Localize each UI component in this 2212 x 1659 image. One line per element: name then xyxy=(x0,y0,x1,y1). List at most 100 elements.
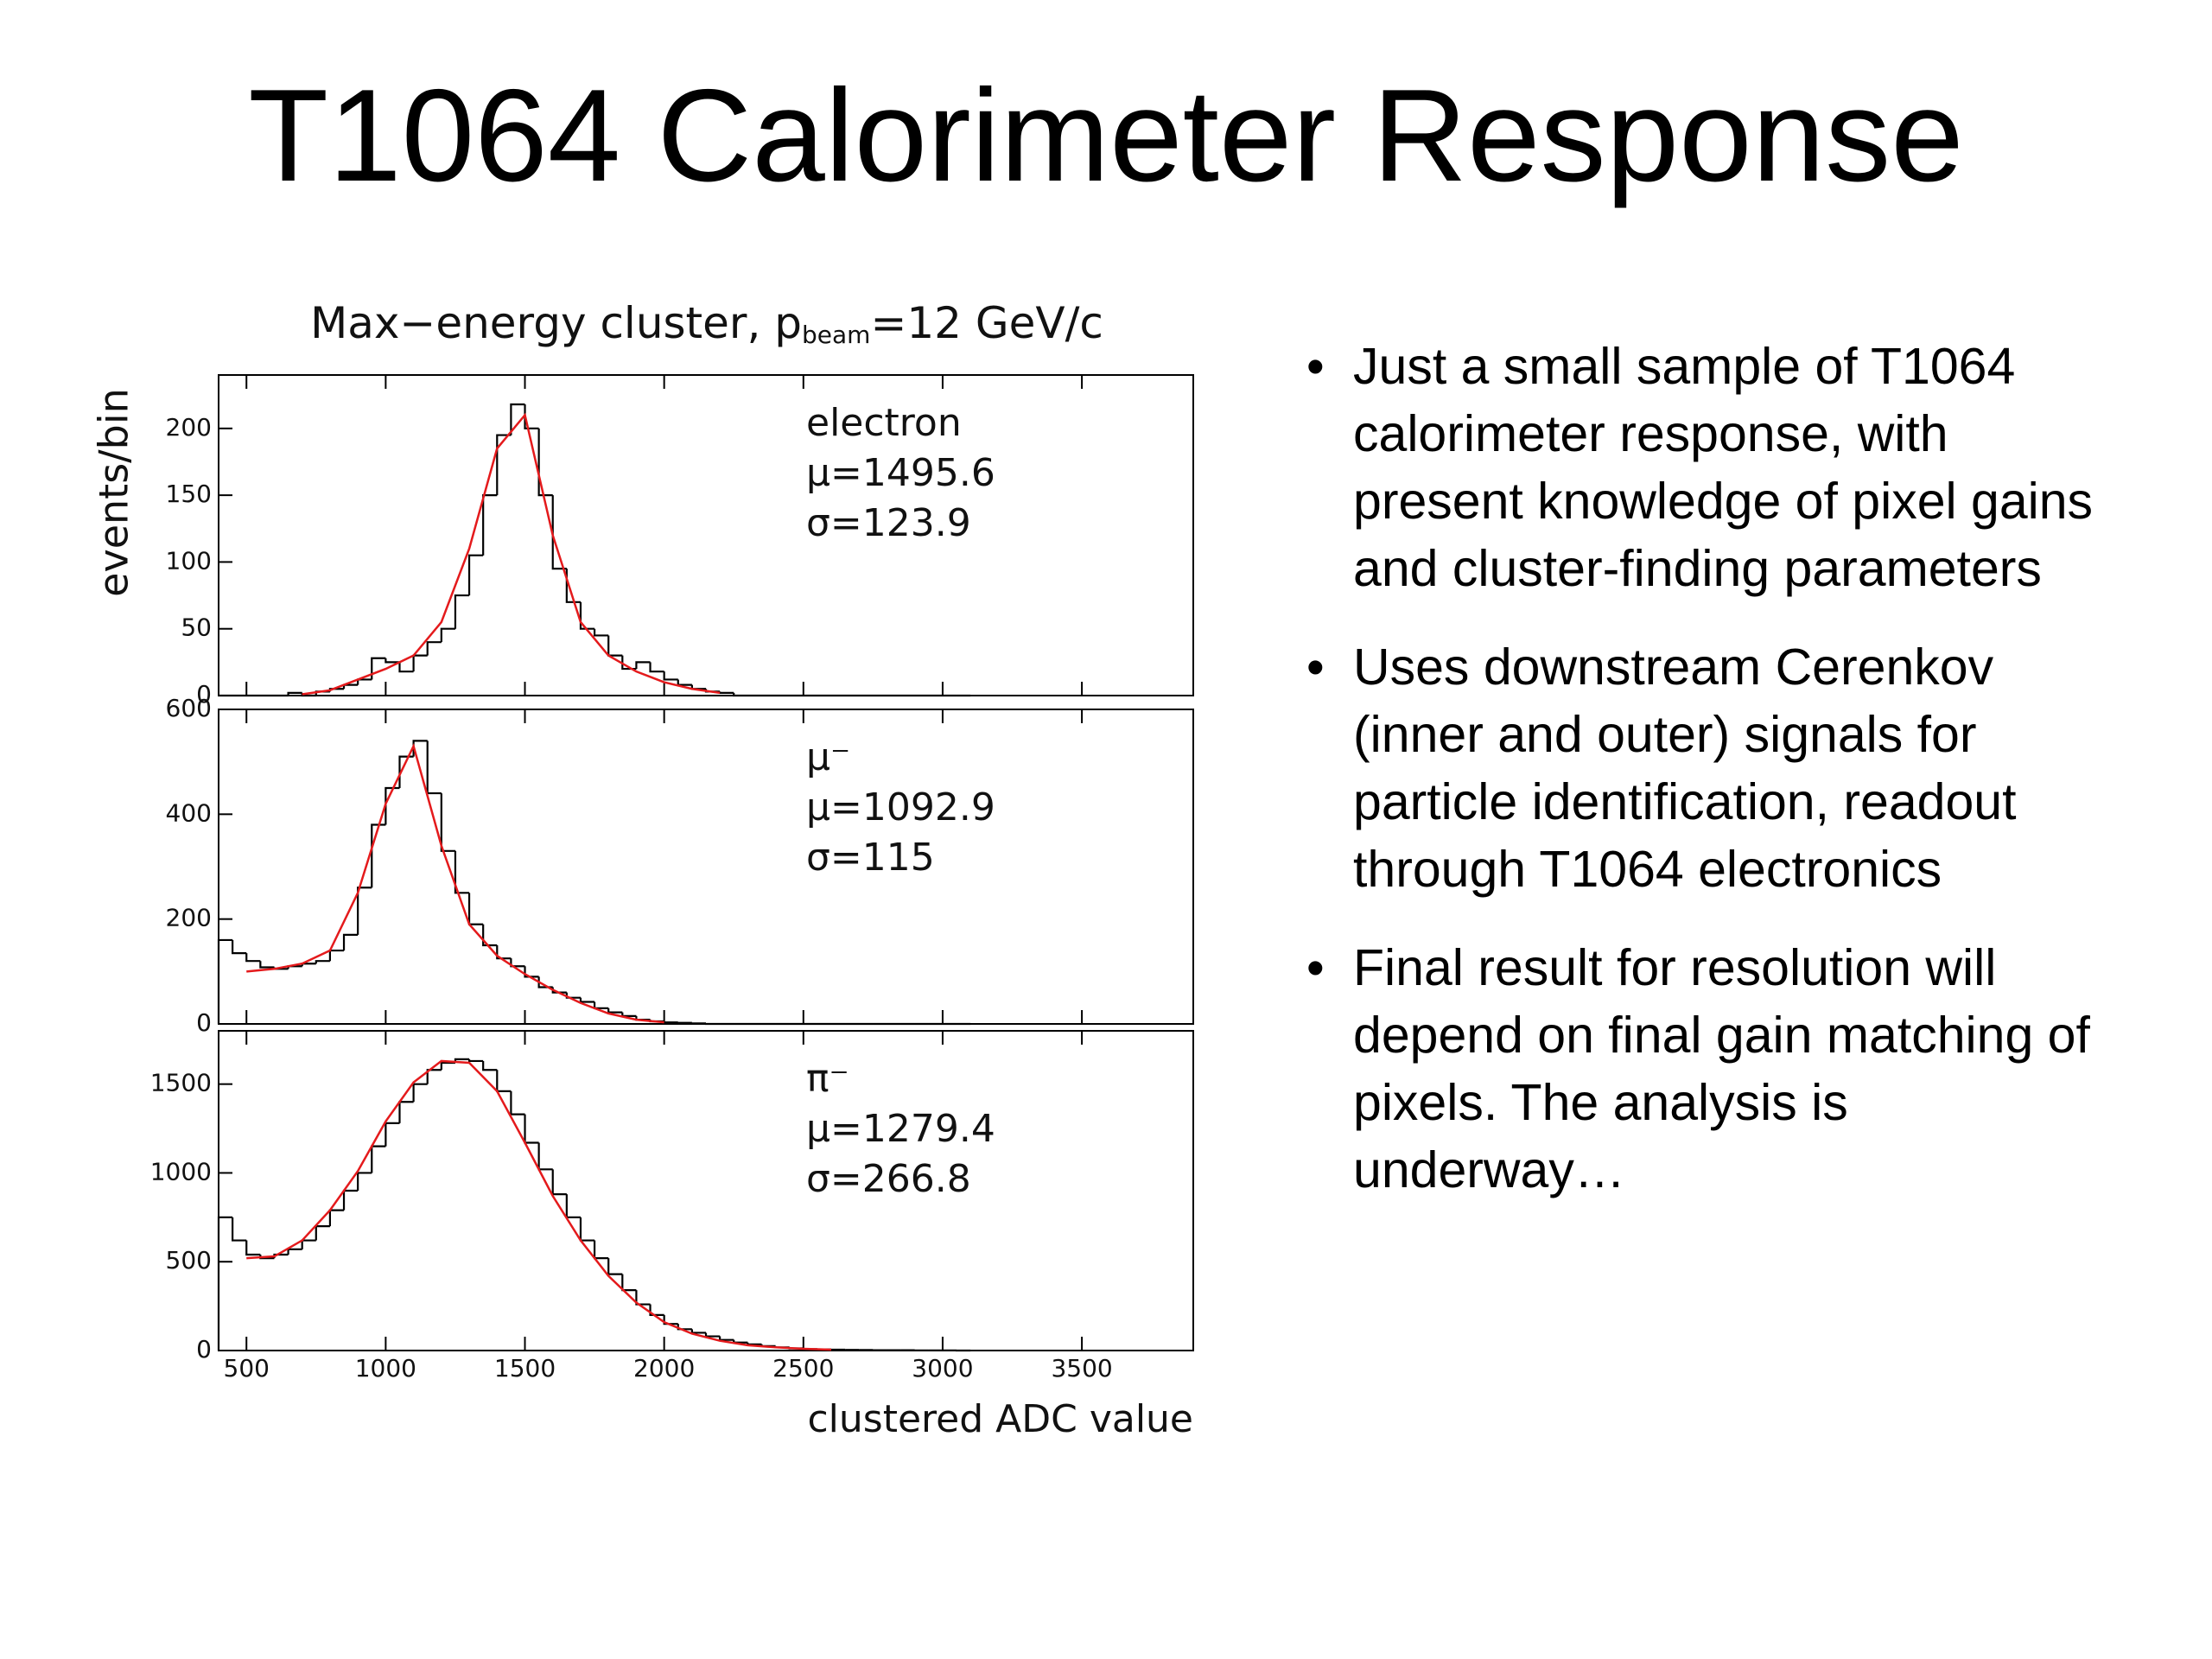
histogram-bin xyxy=(357,678,372,685)
x-tick-label: 500 xyxy=(224,1354,270,1382)
x-tick-label: 2000 xyxy=(633,1354,695,1382)
histogram-bin xyxy=(398,662,414,673)
histogram-bin xyxy=(245,1240,261,1256)
histogram-bin xyxy=(467,1058,484,1063)
histogram-bin xyxy=(551,495,567,570)
histogram-bin xyxy=(524,966,539,978)
annotation: μ=1495.6 xyxy=(806,451,995,495)
histogram-bin xyxy=(733,692,748,697)
histogram-bin xyxy=(690,1329,706,1334)
y-tick-label: 200 xyxy=(166,904,212,932)
histogram-bin xyxy=(704,1022,721,1026)
histogram-bin xyxy=(482,1060,498,1071)
histogram-bin xyxy=(510,403,525,435)
histogram-bin xyxy=(593,1001,609,1009)
histogram-bin xyxy=(510,1090,525,1116)
annotation: μ⁻ xyxy=(806,735,850,779)
plot-frame xyxy=(218,1030,1194,1351)
histogram-bin xyxy=(398,1101,414,1123)
histogram-bin xyxy=(579,601,595,630)
histogram-bin xyxy=(704,1332,721,1338)
histogram-bin xyxy=(733,1339,748,1344)
chart-title: Max−energy cluster, pbeam=12 GeV/c xyxy=(310,298,1103,350)
histogram-bin xyxy=(287,691,302,696)
histogram-bin xyxy=(496,1070,512,1092)
histogram-bin xyxy=(245,953,261,963)
y-tick-label: 400 xyxy=(166,798,212,827)
histogram-bin xyxy=(342,1189,359,1211)
histogram-bin xyxy=(663,671,678,681)
histogram-bin xyxy=(426,1069,442,1084)
histogram-bin xyxy=(677,1324,692,1331)
fit-curve xyxy=(302,412,721,696)
histogram-bin xyxy=(537,428,553,497)
histogram-bin xyxy=(663,1020,678,1024)
histogram-bin xyxy=(342,933,359,951)
histogram-bin xyxy=(579,1217,595,1242)
histogram-bin xyxy=(426,641,442,656)
annotation: σ=123.9 xyxy=(806,501,971,545)
y-tick-label: 600 xyxy=(166,694,212,722)
y-tick-label: 100 xyxy=(166,546,212,575)
histogram-bin xyxy=(719,1336,734,1341)
histogram-bin xyxy=(328,1209,345,1227)
histogram-bin xyxy=(315,1225,330,1241)
histogram-bin xyxy=(412,1083,428,1103)
histogram-bin xyxy=(342,683,359,690)
annotation: μ=1092.9 xyxy=(806,785,995,830)
histogram-bin xyxy=(315,960,330,964)
annotation: μ=1279.4 xyxy=(806,1107,995,1151)
histogram-bin xyxy=(579,997,595,1003)
histogram-bin xyxy=(690,1022,706,1025)
histogram-bin xyxy=(412,740,428,757)
x-tick-label: 3500 xyxy=(1051,1354,1112,1382)
histogram-bin xyxy=(454,594,470,629)
histogram-bin xyxy=(467,893,484,925)
x-axis-label: clustered ADC value xyxy=(807,1397,1193,1441)
fit-curve xyxy=(246,742,664,1024)
y-tick-label: 0 xyxy=(196,1008,212,1037)
histogram-bin xyxy=(607,1258,623,1275)
x-tick-label: 1000 xyxy=(355,1354,416,1382)
annotation: σ=115 xyxy=(806,836,935,880)
chart: Max−energy cluster, pbeam=12 GeV/c 0 50 10… xyxy=(91,298,1194,1441)
histogram-bin xyxy=(593,628,609,637)
plot-frame xyxy=(218,374,1194,696)
histogram-bin xyxy=(524,404,539,429)
bullet: Uses downstream Cerenkov (inner and oute… xyxy=(1306,633,2119,903)
histogram-bin xyxy=(747,1342,762,1345)
histogram-bin xyxy=(510,958,525,968)
histogram-bin xyxy=(412,654,428,672)
y-tick-label: 50 xyxy=(181,613,212,642)
chart-title-part: Max−energy cluster, p xyxy=(310,298,802,348)
histogram-bin xyxy=(328,949,345,962)
fit-curve xyxy=(246,1059,832,1351)
y-tick-label: 0 xyxy=(196,680,212,709)
histogram-bin xyxy=(357,1172,372,1191)
x-tick-label: 2500 xyxy=(772,1354,834,1382)
histogram-bin xyxy=(496,945,512,960)
histogram-bin xyxy=(649,1304,664,1316)
y-axis-label: events/bin xyxy=(91,388,137,597)
histogram-bin xyxy=(607,635,623,657)
histogram-bin xyxy=(217,938,233,1024)
histogram-bin xyxy=(482,924,498,947)
histogram-bin xyxy=(621,1012,637,1017)
histogram-bin xyxy=(232,939,247,955)
histogram-bin xyxy=(482,494,498,556)
y-tick-label: 150 xyxy=(166,480,212,508)
y-tick-label: 500 xyxy=(166,1246,212,1274)
histogram-bin xyxy=(232,1217,247,1242)
annotation: electron xyxy=(806,401,962,445)
histogram-bin xyxy=(677,1021,692,1024)
histogram-bin xyxy=(426,741,442,795)
annotation: π⁻ xyxy=(806,1057,849,1101)
histogram-bin xyxy=(649,662,664,673)
histogram-bin xyxy=(440,793,455,852)
histogram-bin xyxy=(677,679,692,686)
histogram-bin xyxy=(287,1248,302,1255)
histogram-bin xyxy=(301,963,316,967)
y-tick-label: 200 xyxy=(166,413,212,442)
slide-title: T1064 Calorimeter Response xyxy=(248,62,1964,209)
